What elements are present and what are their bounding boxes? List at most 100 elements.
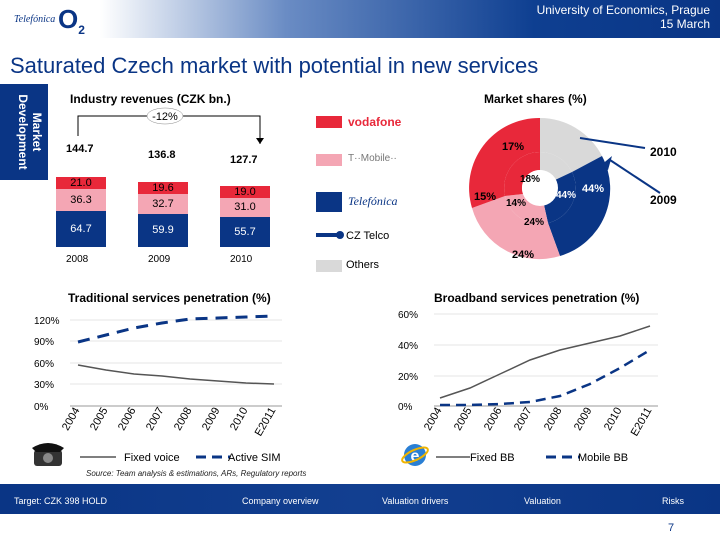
broadband-xtick-2007: 2007 [512, 406, 535, 433]
revenues-change-label: -12% [152, 111, 178, 123]
donut-outer-vodafone [469, 117, 540, 208]
nav-risks[interactable]: Risks [662, 496, 684, 506]
legend-tmobile: T··Mobile·· [348, 153, 397, 164]
bar-2008-top: 21.0 [56, 177, 106, 189]
page-title: Saturated Czech market with potential in… [10, 53, 539, 78]
broadband-heading: Broadband services penetration (%) [434, 291, 640, 305]
legend-fixed-bb: Fixed BB [470, 452, 515, 464]
broadband-chart: 60% 40% 20% 0% 2004 2005 2006 2007 2008 … [398, 310, 658, 439]
donut-outer-telefonica [548, 156, 611, 256]
revenue-year-2008: 2008 [66, 254, 89, 265]
traditional-xtick-2007: 2007 [144, 406, 167, 433]
broadband-ytick-40: 40% [398, 341, 418, 352]
traditional-ytick-0: 0% [34, 402, 49, 413]
donut-inner-others [540, 152, 572, 180]
donut-inner-vodafone [504, 152, 540, 196]
donut-inner-label-others: 18% [520, 174, 540, 185]
broadband-xtick-2008: 2008 [542, 406, 565, 433]
donut-inner-telefonica [544, 172, 576, 223]
broadband-xtick-2004: 2004 [422, 406, 445, 433]
donut-outer-tmobile [472, 196, 560, 260]
legend-swatch-cz-telco [316, 233, 342, 237]
revenue-year-2010: 2010 [230, 254, 253, 265]
legend-swatch-tmobile [316, 154, 342, 166]
traditional-ytick-30: 30% [34, 380, 54, 391]
bar-2009-top: 19.6 [138, 182, 188, 194]
traditional-ytick-60: 60% [34, 359, 54, 370]
header-band [100, 0, 720, 38]
header-university: University of Economics, Prague [536, 3, 710, 17]
source-note: Source: Team analysis & estimations, ARs… [86, 469, 307, 478]
traditional-ytick-120: 120% [34, 316, 60, 327]
broadband-series-fixed-bb [439, 325, 651, 399]
broadband-ytick-20: 20% [398, 372, 418, 383]
svg-text:e: e [411, 448, 420, 465]
legend-mobile-bb: Mobile BB [578, 452, 629, 464]
traditional-xtick-2008: 2008 [172, 406, 195, 433]
donut-outer-label-telefonica: 44% [582, 183, 604, 195]
donut-inner-label-vodafone: 14% [506, 198, 526, 209]
revenue-year-2009: 2009 [148, 254, 171, 265]
donut-inner-tmobile [505, 194, 548, 224]
legend-others: Others [346, 259, 380, 271]
broadband-ytick-0: 0% [398, 402, 413, 413]
footer-target: Target: CZK 398 HOLD [14, 496, 108, 506]
traditional-chart: 120% 90% 60% 30% 0% 2004 2005 2006 2007 … [34, 314, 282, 439]
o2-logo: O2 [58, 4, 85, 38]
donut-outer-others [540, 118, 602, 172]
donut-inner-label-telefonica: 44% [556, 190, 576, 201]
nav-valuation[interactable]: Valuation [524, 496, 561, 506]
broadband-xtick-2005: 2005 [452, 406, 475, 433]
legend-vodafone: vodafone [348, 115, 402, 129]
traditional-ytick-90: 90% [34, 337, 54, 348]
bar-2010-middle: 31.0 [220, 198, 270, 217]
phone-icon [32, 443, 64, 466]
broadband-xtick-2009: 2009 [572, 406, 595, 433]
section-tab-market-development[interactable]: Market Development [0, 84, 48, 180]
donut-outer-label-others: 17% [502, 141, 524, 153]
legend-swatch-telefonica [316, 192, 342, 212]
bar-2010-bottom: 55.7 [220, 217, 270, 247]
header-info: University of Economics, Prague 15 March [537, 3, 710, 31]
telefonica-logo: Telefónica [14, 14, 56, 25]
broadband-xtick-e2011: E2011 [629, 406, 655, 439]
traditional-heading: Traditional services penetration (%) [68, 291, 271, 305]
nav-company-overview[interactable]: Company overview [242, 496, 319, 506]
traditional-xtick-e2011: E2011 [253, 406, 279, 439]
revenue-total-2010: 127.7 [230, 154, 258, 166]
market-shares-heading: Market shares (%) [484, 92, 587, 106]
legend-active-sim: Active SIM [228, 452, 281, 464]
legend-cz-telco: CZ Telco [346, 230, 390, 242]
bar-2009-bottom: 59.9 [138, 214, 188, 247]
bar-2008-bottom: 64.7 [56, 211, 106, 247]
broadband-series-mobile-bb [440, 348, 651, 407]
broadband-xtick-2006: 2006 [482, 406, 505, 433]
traditional-xtick-2004: 2004 [60, 406, 83, 433]
revenue-total-2009: 136.8 [148, 149, 176, 161]
traditional-series-fixed-voice [77, 364, 275, 385]
bar-2010-top: 19.0 [220, 186, 270, 198]
donut-inner-label-tmobile: 24% [524, 217, 544, 228]
broadband-xtick-2010: 2010 [602, 406, 625, 433]
traditional-xtick-2006: 2006 [116, 406, 139, 433]
donut-year-outer: 2010 [650, 145, 677, 159]
revenues-heading: Industry revenues (CZK bn.) [70, 92, 231, 106]
revenue-total-2008: 144.7 [66, 143, 94, 155]
market-shares-donut: 17% 44% 24% 15% 18% 44% 24% 14% 2010 200… [469, 117, 677, 261]
bar-2008-middle: 36.3 [56, 189, 106, 211]
page-number: 7 [668, 522, 675, 534]
legend-telefonica: Telefónica [348, 194, 398, 208]
traditional-xtick-2005: 2005 [88, 406, 111, 433]
internet-explorer-icon: e [401, 444, 429, 466]
legend-fixed-voice: Fixed voice [124, 452, 180, 464]
legend-swatch-vodafone [316, 116, 342, 128]
bar-2009-middle: 32.7 [138, 194, 188, 214]
footer-nav-bar [0, 484, 720, 514]
legend-swatch-others [316, 260, 342, 272]
broadband-ytick-60: 60% [398, 310, 418, 321]
nav-valuation-drivers[interactable]: Valuation drivers [382, 496, 449, 506]
donut-outer-label-vodafone: 15% [474, 191, 496, 203]
traditional-xtick-2009: 2009 [200, 406, 223, 433]
traditional-series-active-sim [77, 314, 275, 344]
donut-year-inner: 2009 [650, 193, 677, 207]
